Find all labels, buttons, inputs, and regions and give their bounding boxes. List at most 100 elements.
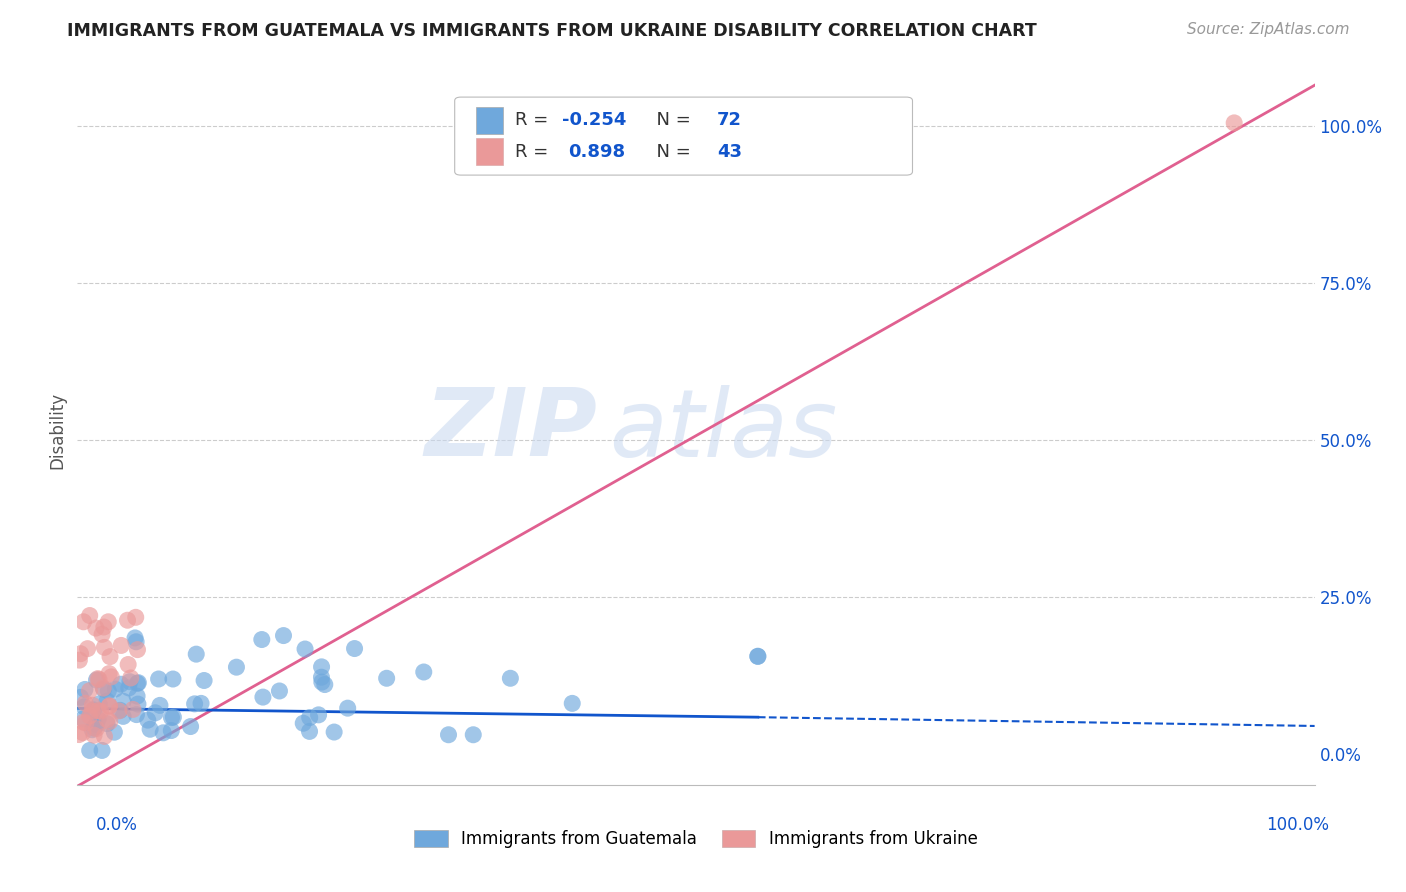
Point — [298, 710, 321, 724]
Point — [143, 706, 166, 720]
Text: R =: R = — [516, 112, 554, 129]
Point — [122, 702, 145, 716]
Point — [91, 681, 114, 695]
Point — [83, 703, 105, 717]
Point — [463, 728, 485, 742]
Point — [83, 728, 105, 742]
Text: 72: 72 — [717, 112, 742, 129]
Point — [160, 723, 183, 738]
Point — [100, 670, 122, 684]
Point — [75, 696, 97, 710]
Point — [83, 721, 105, 735]
Point — [323, 725, 346, 739]
Point — [118, 674, 141, 689]
Point — [93, 730, 115, 744]
Point — [343, 641, 366, 656]
Point — [311, 660, 333, 674]
Point — [103, 725, 125, 739]
Point — [79, 709, 101, 723]
Point — [93, 620, 115, 634]
Point — [73, 699, 96, 714]
Point — [136, 713, 159, 727]
Point — [162, 672, 184, 686]
FancyBboxPatch shape — [475, 138, 503, 165]
Point — [67, 728, 90, 742]
Point — [76, 641, 98, 656]
Point — [79, 683, 101, 698]
Point — [127, 676, 149, 690]
Point — [499, 671, 522, 685]
Text: R =: R = — [516, 143, 560, 161]
Point — [79, 743, 101, 757]
Point — [294, 642, 316, 657]
Point — [110, 677, 132, 691]
Text: ZIP: ZIP — [425, 384, 598, 476]
Point — [67, 653, 90, 667]
Text: 43: 43 — [717, 143, 742, 161]
Text: 100.0%: 100.0% — [1265, 816, 1329, 834]
Point — [250, 632, 273, 647]
Legend: Immigrants from Guatemala, Immigrants from Ukraine: Immigrants from Guatemala, Immigrants fr… — [408, 823, 984, 855]
Point — [193, 673, 215, 688]
Text: 0.898: 0.898 — [568, 143, 626, 161]
Point — [84, 720, 107, 734]
Text: N =: N = — [645, 143, 697, 161]
Point — [72, 725, 94, 739]
Point — [112, 694, 135, 708]
Point — [69, 647, 91, 661]
Point — [127, 697, 149, 711]
Point — [93, 682, 115, 697]
Point — [311, 675, 333, 690]
Point — [98, 666, 121, 681]
Text: Source: ZipAtlas.com: Source: ZipAtlas.com — [1187, 22, 1350, 37]
Point — [110, 639, 132, 653]
Point — [375, 671, 398, 685]
Point — [108, 703, 131, 717]
Point — [1223, 116, 1246, 130]
Point — [108, 704, 131, 718]
Point — [120, 671, 142, 685]
Point — [152, 726, 174, 740]
Point — [72, 715, 94, 730]
Point — [91, 743, 114, 757]
Point — [298, 724, 321, 739]
Point — [292, 716, 315, 731]
Point — [127, 642, 149, 657]
Point — [73, 682, 96, 697]
Point — [98, 699, 121, 714]
Point — [90, 704, 112, 718]
Point — [149, 698, 172, 713]
Text: N =: N = — [645, 112, 697, 129]
Point — [162, 710, 184, 724]
Point — [747, 649, 769, 664]
Point — [183, 697, 205, 711]
Point — [93, 640, 115, 655]
Point — [84, 621, 107, 635]
Point — [125, 689, 148, 703]
Y-axis label: Disability: Disability — [48, 392, 66, 469]
Point — [89, 697, 111, 711]
Point — [112, 709, 135, 723]
Point — [72, 712, 94, 726]
Point — [252, 690, 274, 705]
Point — [87, 673, 110, 687]
Point — [82, 723, 104, 737]
Point — [273, 629, 295, 643]
Point — [125, 707, 148, 722]
Point — [747, 649, 769, 664]
Point — [125, 610, 148, 624]
FancyBboxPatch shape — [475, 107, 503, 134]
Point — [97, 615, 120, 629]
Point — [336, 701, 359, 715]
Point — [80, 704, 103, 718]
FancyBboxPatch shape — [454, 97, 912, 175]
Point — [180, 720, 202, 734]
Point — [82, 698, 104, 713]
Point — [96, 694, 118, 708]
Point — [87, 704, 110, 718]
Point — [98, 714, 121, 729]
Point — [96, 716, 118, 731]
Point — [190, 697, 212, 711]
Point — [87, 713, 110, 727]
Point — [127, 675, 149, 690]
